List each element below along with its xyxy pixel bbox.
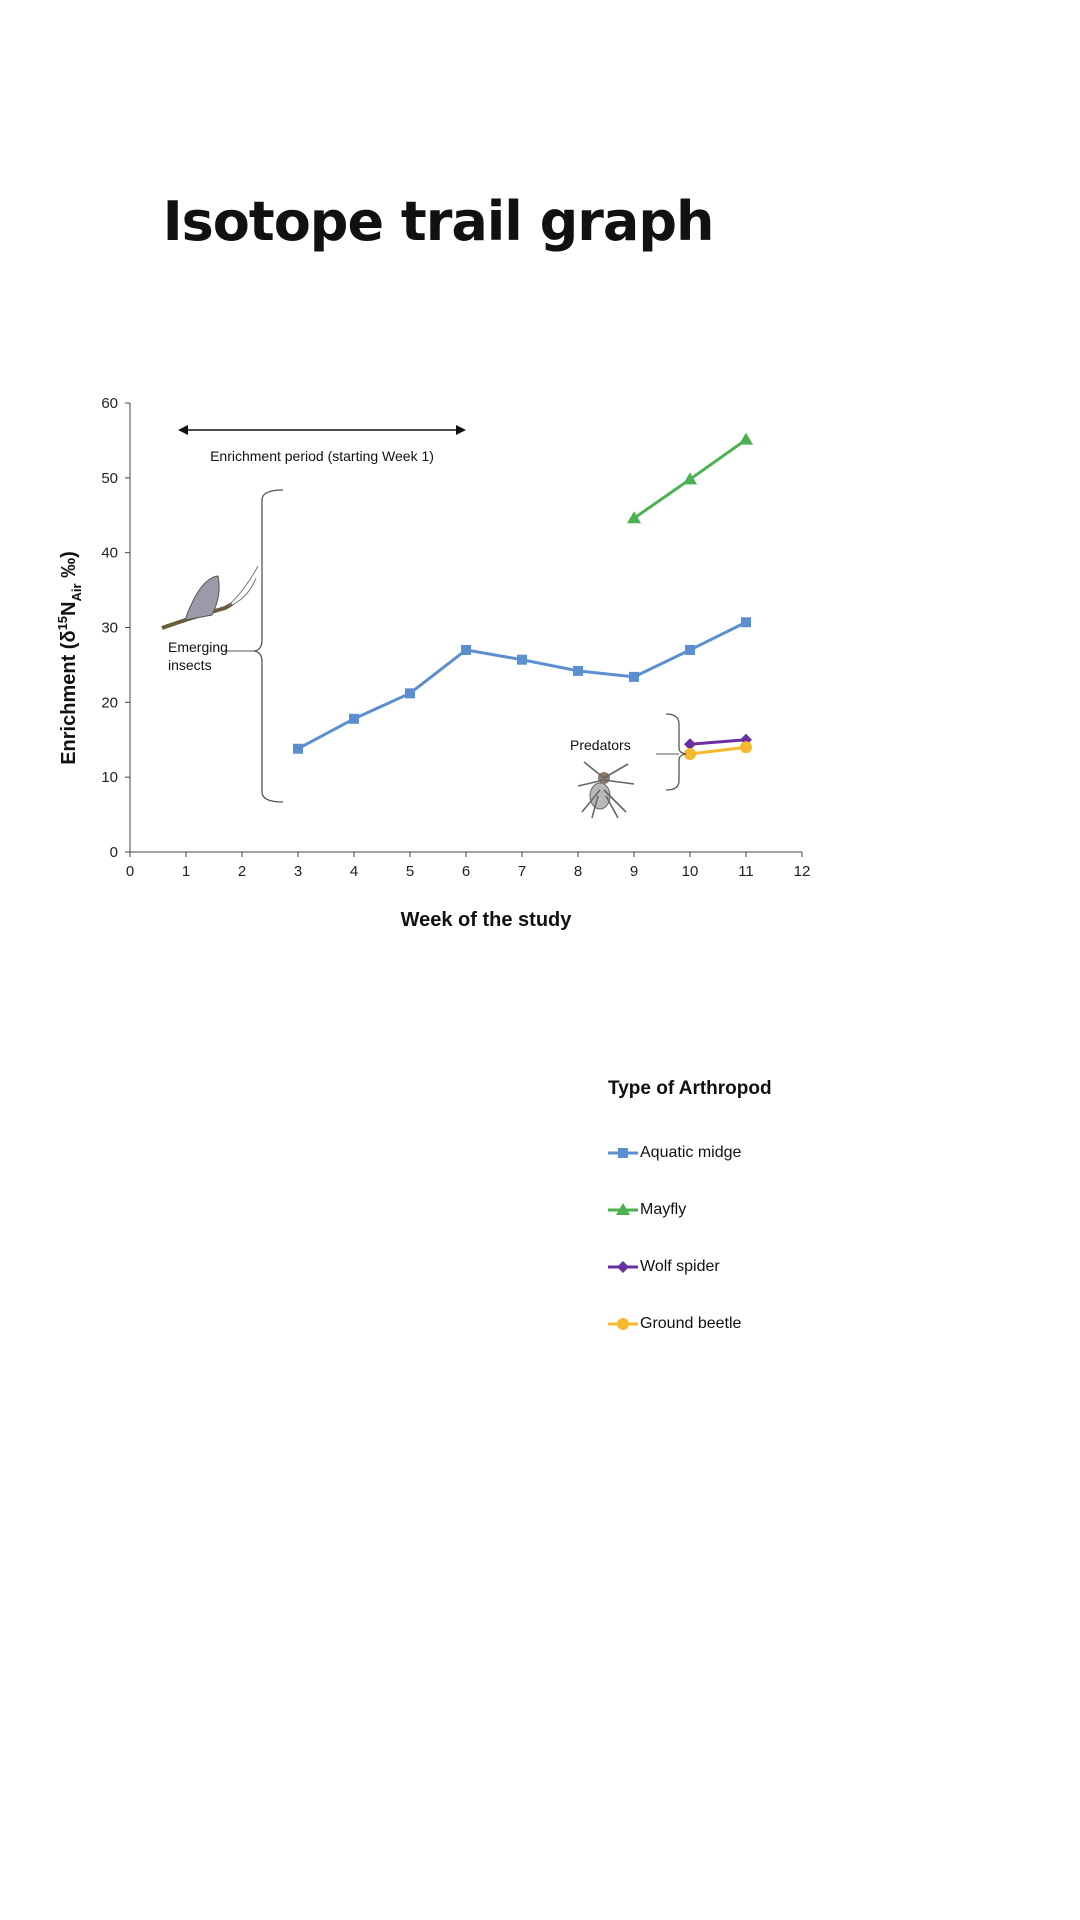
y-tick-label: 0 xyxy=(110,844,118,861)
emerging-brace xyxy=(253,489,284,803)
y-tick-label: 30 xyxy=(101,620,118,637)
x-tick-label: 11 xyxy=(738,863,754,880)
legend-item: Ground beetle xyxy=(608,1295,772,1352)
data-point xyxy=(741,617,751,628)
data-point xyxy=(740,741,752,754)
data-point xyxy=(573,665,583,676)
y-label-end: ‰) xyxy=(58,551,80,583)
legend-label: Wolf spider xyxy=(640,1257,720,1275)
legend-swatch xyxy=(608,1317,638,1330)
y-label-sup: 15 xyxy=(55,616,70,630)
data-point xyxy=(349,713,359,724)
data-point xyxy=(629,671,639,682)
data-point xyxy=(627,511,641,524)
legend-marker xyxy=(618,1147,628,1158)
legend-label: Mayfly xyxy=(640,1200,687,1218)
legend-label: Ground beetle xyxy=(640,1314,742,1332)
data-point xyxy=(685,644,695,655)
x-axis-label: Week of the study xyxy=(401,909,573,931)
series-aquatic-midge xyxy=(293,617,751,754)
data-point xyxy=(461,644,471,655)
spider-abdomen xyxy=(589,782,611,810)
x-tick-label: 9 xyxy=(630,863,638,880)
data-point xyxy=(684,738,696,751)
x-tick-label: 7 xyxy=(518,863,526,880)
mayfly-icon xyxy=(161,565,259,630)
y-label-sub: Air xyxy=(69,583,84,601)
data-point xyxy=(293,743,303,754)
legend-marker xyxy=(617,1260,629,1273)
arrow-left-icon xyxy=(178,425,188,435)
legend-swatch xyxy=(608,1147,638,1158)
legend-item: Wolf spider xyxy=(608,1238,772,1295)
data-point xyxy=(517,654,527,665)
x-tick-label: 10 xyxy=(682,863,699,880)
emerging-label-2: insects xyxy=(168,657,212,673)
legend: Type of Arthropod Aquatic midge Mayfly Wol… xyxy=(608,1078,772,1352)
legend-item: Mayfly xyxy=(608,1181,772,1238)
x-tick-label: 4 xyxy=(350,863,358,880)
mayfly-wing xyxy=(184,575,220,621)
y-label-main: Enrichment (δ xyxy=(58,630,80,764)
series-mayfly xyxy=(627,432,753,524)
data-point xyxy=(405,688,415,699)
y-tick-label: 20 xyxy=(101,694,118,711)
legend-label: Aquatic midge xyxy=(640,1143,742,1161)
legend-swatch xyxy=(608,1202,638,1215)
y-tick-label: 40 xyxy=(101,545,118,562)
series-line xyxy=(689,738,747,746)
legend-marker xyxy=(617,1317,629,1330)
x-tick-label: 6 xyxy=(462,863,470,880)
y-tick-label: 60 xyxy=(101,395,118,412)
y-tick-label: 50 xyxy=(101,470,118,487)
chart-title: Isotope trail graph xyxy=(162,190,715,253)
legend-item: Aquatic midge xyxy=(608,1124,772,1181)
legend-marker xyxy=(616,1202,630,1215)
x-tick-label: 1 xyxy=(182,863,190,880)
x-tick-label: 3 xyxy=(294,863,302,880)
data-point xyxy=(739,432,753,445)
y-tick-label: 10 xyxy=(101,769,118,786)
mayfly-tail xyxy=(227,565,259,607)
enrichment-label: Enrichment period (starting Week 1) xyxy=(210,448,434,464)
arrow-right-icon xyxy=(456,425,466,435)
predators-label: Predators xyxy=(570,737,631,753)
data-point xyxy=(684,747,696,760)
series-line xyxy=(689,745,747,756)
spider-icon xyxy=(577,761,635,819)
x-tick-label: 2 xyxy=(238,863,246,880)
predators-brace xyxy=(665,713,687,791)
spider-legs xyxy=(577,761,635,819)
y-axis-label: Enrichment (δ15NAir ‰) xyxy=(55,551,84,765)
y-label-n: N xyxy=(58,601,80,615)
legend-swatch xyxy=(608,1260,638,1273)
x-tick-label: 0 xyxy=(126,863,134,880)
x-tick-label: 8 xyxy=(574,863,582,880)
x-tick-label: 5 xyxy=(406,863,414,880)
series-ground-beetle xyxy=(684,741,752,760)
data-point xyxy=(683,472,697,485)
legend-title: Type of Arthropod xyxy=(608,1078,772,1099)
emerging-label-1: Emerging xyxy=(168,639,228,655)
x-tick-label: 12 xyxy=(794,863,811,880)
